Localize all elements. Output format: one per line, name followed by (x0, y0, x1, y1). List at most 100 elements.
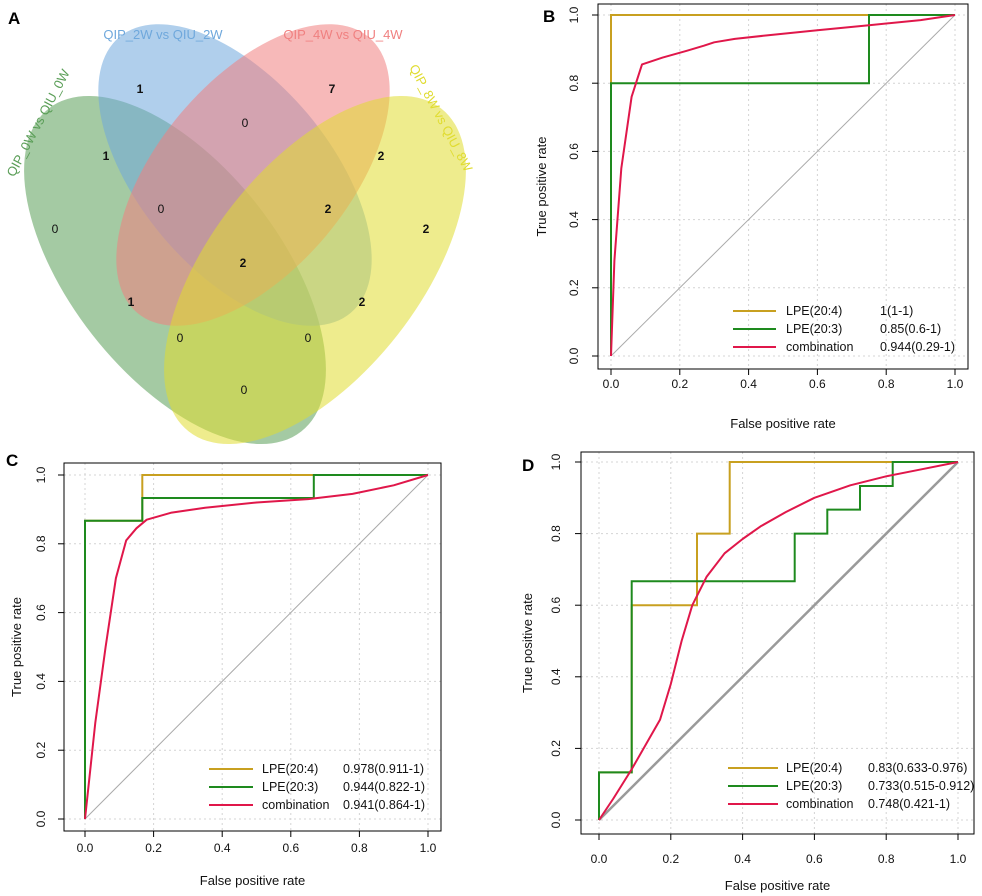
x-axis-title: False positive rate (725, 878, 831, 893)
y-tick-label: 0.4 (34, 673, 48, 690)
roc-curve-combination (610, 14, 956, 357)
x-tick-label: 0.4 (214, 841, 231, 855)
legend-label: LPE(20:3) (786, 779, 842, 793)
panel-label-b: B (543, 7, 555, 26)
x-tick-label: 0.8 (351, 841, 368, 855)
y-tick-label: 0.2 (34, 742, 48, 759)
x-tick-label: 0.2 (145, 841, 162, 855)
roc-panel-d: D 0.0 0.2 0.4 0.6 0.8 1.0 0.0 0.2 0.4 0.6 0.8 1.0 Fal… (520, 451, 975, 893)
legend-auc: 0.748(0.421-1) (868, 797, 950, 811)
venn-set-label: QIP_4W vs QIU_4W (283, 27, 403, 42)
plot-frame (597, 3, 969, 370)
legend-auc: 0.941(0.864-1) (343, 798, 425, 812)
legend-label: LPE(20:4) (262, 762, 318, 776)
venn-region-count: 1 (137, 82, 144, 96)
roc-curve-combination (598, 461, 959, 821)
y-axis-title: True positive rate (520, 593, 535, 693)
x-tick-label: 0.2 (662, 852, 679, 866)
diagonal-reference (84, 474, 429, 820)
roc-panel-c: C 0.0 0.2 0.4 0.6 0.8 1.0 0.0 0.2 0.4 0.6 0.8 1.0 Fal… (6, 451, 442, 888)
y-tick-label: 0.2 (549, 740, 563, 757)
x-tick-label: 0.0 (591, 852, 608, 866)
y-tick-label: 1.0 (549, 453, 563, 470)
x-tick-label: 0.0 (77, 841, 94, 855)
venn-region-count: 2 (240, 256, 247, 270)
venn-set-4w (116, 24, 390, 326)
panel-label-d: D (522, 456, 534, 475)
legend-auc: 1(1-1) (880, 304, 913, 318)
y-tick-label: 0.6 (567, 143, 581, 160)
y-tick-label: 0.4 (567, 211, 581, 228)
venn-set-8w (164, 96, 466, 444)
x-tick-label: 1.0 (947, 377, 964, 391)
legend-label: combination (786, 797, 853, 811)
venn-region-count: 0 (241, 383, 248, 397)
x-tick-label: 0.2 (671, 377, 688, 391)
legend-auc: 0.733(0.515-0.912) (868, 779, 974, 793)
venn-region-count: 2 (378, 149, 385, 163)
panel-label-c: C (6, 451, 18, 470)
venn-region-count: 1 (128, 295, 135, 309)
plot-frame (63, 462, 442, 832)
legend: LPE(20:4) 0.83(0.633-0.976) LPE(20:3) 0.733… (728, 761, 974, 811)
x-tick-label: 1.0 (950, 852, 967, 866)
y-tick-label: 1.0 (567, 6, 581, 23)
venn-region-count: 0 (305, 331, 312, 345)
y-tick-label: 0.4 (549, 668, 563, 685)
venn-region-count: 0 (52, 222, 59, 236)
y-tick-label: 0.0 (34, 810, 48, 827)
legend-auc: 0.83(0.633-0.976) (868, 761, 967, 775)
venn-region-count: 0 (242, 116, 249, 130)
roc-curve-lpe-20-3 (598, 461, 958, 820)
diagonal-reference (598, 461, 959, 821)
x-tick-label: 0.0 (603, 377, 620, 391)
x-tick-label: 0.4 (740, 377, 757, 391)
legend-label: combination (262, 798, 329, 812)
legend: LPE(20:4) 0.978(0.911-1) LPE(20:3) 0.944(0.… (209, 762, 425, 812)
legend-label: LPE(20:4) (786, 761, 842, 775)
y-tick-label: 0.8 (567, 75, 581, 92)
legend-auc: 0.944(0.29-1) (880, 340, 955, 354)
venn-region-count: 2 (325, 202, 332, 216)
venn-region-count: 2 (359, 295, 366, 309)
y-axis-title: True positive rate (534, 137, 549, 237)
x-tick-label: 0.8 (878, 852, 895, 866)
venn-region-count: 7 (329, 82, 336, 96)
roc-curve-combination (84, 474, 429, 820)
y-axis-title: True positive rate (9, 597, 24, 697)
x-axis-title: False positive rate (730, 416, 836, 431)
legend-label: LPE(20:3) (262, 780, 318, 794)
y-tick-label: 0.8 (549, 525, 563, 542)
legend-label: LPE(20:4) (786, 304, 842, 318)
x-tick-label: 0.6 (282, 841, 299, 855)
x-tick-label: 1.0 (420, 841, 437, 855)
roc-curve-lpe-20-3 (610, 14, 955, 356)
panel-label-a: A (8, 9, 20, 28)
roc-curve-lpe-20-3 (84, 474, 428, 819)
legend-label: LPE(20:3) (786, 322, 842, 336)
y-tick-label: 1.0 (34, 466, 48, 483)
diagonal-reference (610, 14, 956, 357)
x-tick-label: 0.6 (809, 377, 826, 391)
y-tick-label: 0.2 (567, 279, 581, 296)
legend-auc: 0.944(0.822-1) (343, 780, 425, 794)
venn-region-count: 1 (103, 149, 110, 163)
venn-region-count: 2 (423, 222, 430, 236)
venn-set-label: QIP_2W vs QIU_2W (103, 27, 223, 42)
plot-frame (580, 451, 975, 835)
x-tick-label: 0.4 (734, 852, 751, 866)
legend-auc: 0.85(0.6-1) (880, 322, 941, 336)
y-tick-label: 0.0 (567, 347, 581, 364)
legend-label: combination (786, 340, 853, 354)
x-axis-title: False positive rate (200, 873, 306, 888)
y-tick-label: 0.0 (549, 811, 563, 828)
venn-region-count: 0 (177, 331, 184, 345)
y-tick-label: 0.6 (549, 597, 563, 614)
legend: LPE(20:4) 1(1-1) LPE(20:3) 0.85(0.6-1) combi… (733, 304, 955, 354)
x-tick-label: 0.8 (878, 377, 895, 391)
legend-auc: 0.978(0.911-1) (343, 762, 424, 776)
y-tick-label: 0.6 (34, 604, 48, 621)
x-tick-label: 0.6 (806, 852, 823, 866)
